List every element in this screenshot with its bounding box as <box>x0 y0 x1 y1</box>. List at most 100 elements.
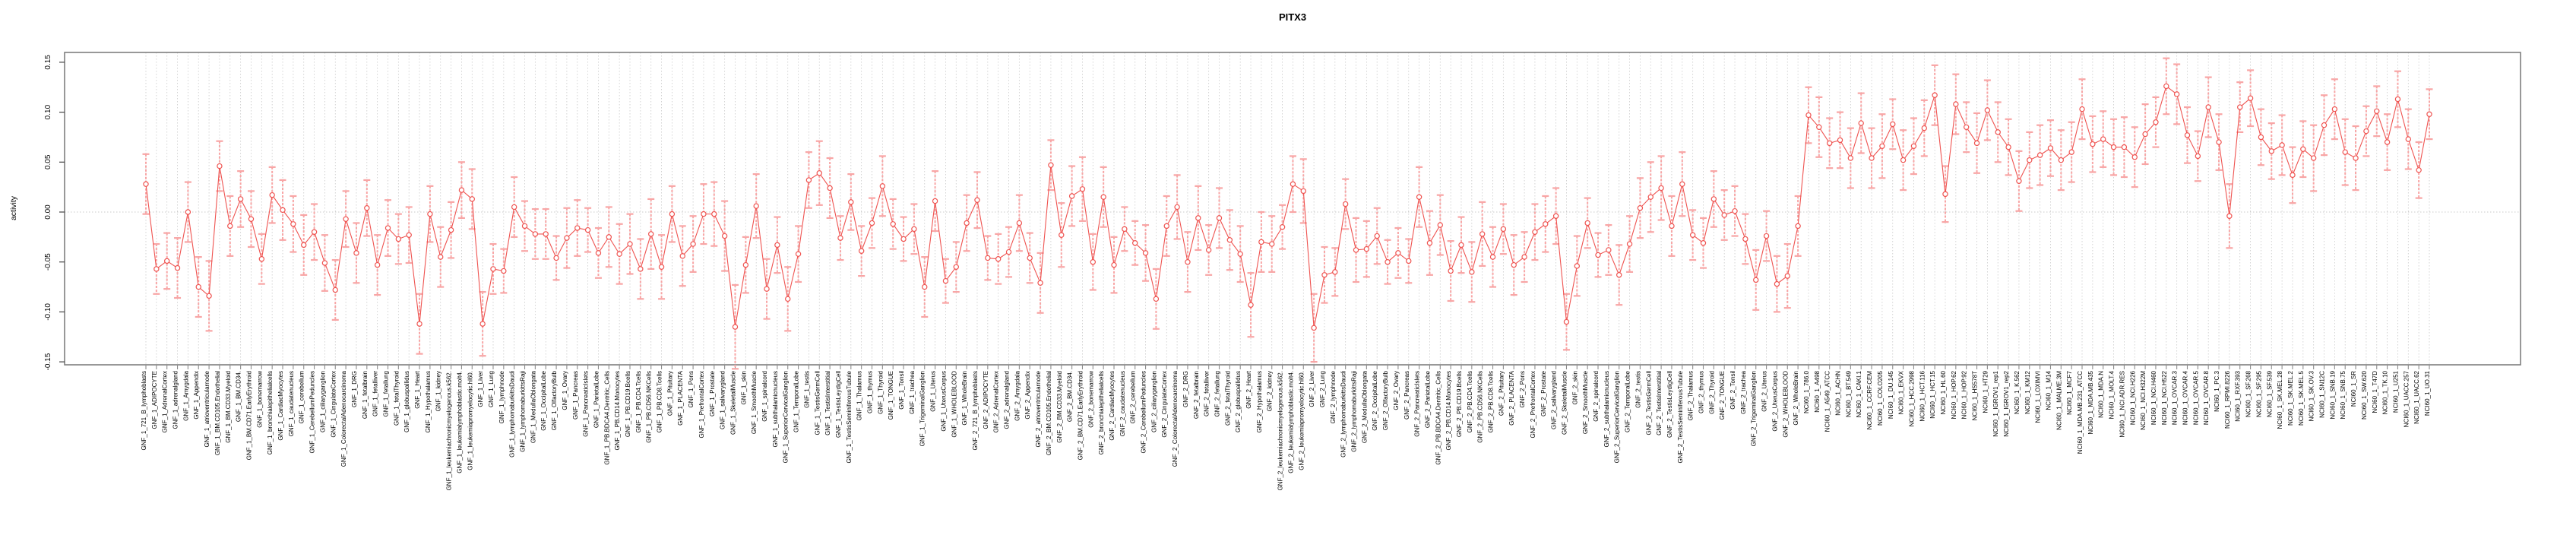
data-point-marker <box>1016 220 1023 226</box>
x-tick-label: NCI60_1_HOP.62 <box>1951 370 1957 419</box>
x-tick-label: GNF_1_721_B_lymphoblasts <box>141 371 147 451</box>
data-point-marker <box>1910 143 1917 149</box>
x-tick-label: GNF_2_thymus <box>1698 371 1704 413</box>
x-tick-label: NCI60_1_SK.MEL.28 <box>2277 370 2283 429</box>
x-tick-label: NCI60_1_HOP.92 <box>1961 370 1968 419</box>
x-tick-label: GNF_2_PB.CD19.Bcells <box>1456 371 1463 437</box>
x-tick-label: GNF_1_lymphnode <box>498 370 505 423</box>
x-tick-label: GNF_1_Ovary <box>562 371 568 410</box>
x-tick-label: GNF_2_caudatenucleus <box>1119 371 1126 436</box>
data-point-marker <box>511 204 517 211</box>
x-tick-label: GNF_1_TemporalLobe <box>793 370 800 432</box>
data-point-marker <box>1543 221 1549 227</box>
x-tick-label: GNF_1_CerebellumPeduncles <box>309 371 316 454</box>
data-point-marker <box>195 283 201 290</box>
x-tick-label: GNF_2_DRG <box>1182 371 1189 407</box>
x-tick-label: NCI60_1_CAKI.1 <box>1856 370 1862 417</box>
data-point-marker <box>1837 137 1843 144</box>
data-point-marker <box>1921 125 1927 131</box>
x-tick-label: NCI60_1_NCI.H460 <box>2150 370 2157 425</box>
x-tick-label: GNF_1_PancreaticIslets <box>583 371 590 437</box>
x-tick-label: GNF_2_kidney <box>1267 371 1274 411</box>
x-tick-label: NCI60_1_IGROV1_rep2 <box>2003 370 2010 436</box>
x-tick-label: GNF_2_ciliaryganglion <box>1150 371 1157 432</box>
data-point-marker <box>606 234 612 240</box>
x-tick-label: NCI60_1_A498 <box>1814 370 1821 412</box>
x-tick-label: GNF_2_PancreaticIslets <box>1414 371 1421 437</box>
data-point-marker <box>995 256 1002 262</box>
data-point-marker <box>1122 226 1128 233</box>
data-point-marker <box>311 229 318 235</box>
data-point-marker <box>2163 83 2169 90</box>
data-point-marker <box>543 231 549 237</box>
x-tick-label: NCI60_1_HCT.116 <box>1919 370 1926 421</box>
x-tick-label: GNF_2_Pancreas <box>1404 371 1410 420</box>
x-tick-label: NCI60_1_RPMI.8226 <box>2224 370 2231 429</box>
data-point-marker <box>1721 212 1727 218</box>
data-point-marker <box>2363 128 2369 135</box>
data-point-marker <box>2258 134 2264 141</box>
data-point-marker <box>1037 280 1043 286</box>
x-tick-label: GNF_2_TestisLeydigCell <box>1666 371 1673 438</box>
x-tick-label: NCI60_1_HCC.2998 <box>1908 370 1915 426</box>
data-point-marker <box>217 163 223 169</box>
data-point-marker <box>816 170 822 176</box>
x-tick-label: GNF_1_TONGUE <box>888 371 894 420</box>
data-point-marker <box>416 321 422 327</box>
x-tick-label: NCI60_1_U251 <box>2392 370 2399 413</box>
data-point-marker <box>1984 107 1991 113</box>
data-point-marker <box>2027 157 2033 163</box>
x-tick-label: GNF_2_TestisSeminiferousTubule <box>1677 370 1684 463</box>
data-point-marker <box>1606 247 1612 253</box>
data-point-marker <box>301 242 307 249</box>
data-point-marker <box>1132 240 1138 246</box>
x-tick-label: NCI60_1_RXF.393 <box>2235 370 2242 421</box>
x-tick-label: GNF_1_Thalamus <box>856 371 863 420</box>
data-point-marker <box>1163 223 1169 230</box>
x-tick-label: GNF_1_TestisInterstitial <box>824 371 831 435</box>
x-tick-label: GNF_1_globuspallidus <box>403 371 410 432</box>
data-point-marker <box>1858 120 1864 126</box>
x-tick-label: GNF_1_ADIPOCYTE <box>151 371 158 429</box>
x-tick-label: GNF_1_PB.CD19.Bcells <box>625 371 631 437</box>
data-point-marker <box>2173 91 2180 97</box>
data-point-marker <box>237 196 244 202</box>
data-point-marker <box>2195 153 2201 160</box>
x-tick-label: GNF_2_BM.CD33.Myeloid <box>1056 371 1063 443</box>
data-point-marker <box>1890 121 1896 128</box>
x-tick-label: GNF_2_fetallung <box>1214 371 1220 416</box>
x-tick-label: GNF_2_PB.CD4.Tcells <box>1467 371 1473 432</box>
x-tick-label: GNF_1_AdrenalCortex <box>162 371 169 432</box>
data-point-marker <box>1511 261 1517 268</box>
x-tick-label: GNF_1_bronchialepithelialcells <box>267 371 274 454</box>
data-point-marker <box>711 211 717 217</box>
x-tick-label: GNF_2_salivarygland <box>1551 371 1558 429</box>
data-point-marker <box>1669 223 1675 230</box>
x-tick-label: GNF_1_fetalbrain <box>362 371 369 419</box>
data-point-marker <box>1174 204 1180 211</box>
x-tick-label: NCI60_1_SF.268 <box>2245 370 2252 416</box>
data-point-marker <box>364 205 370 211</box>
data-point-marker <box>1742 236 1748 242</box>
data-point-marker <box>1406 258 1412 264</box>
x-tick-label: GNF_1_CardiacMyocytes <box>277 371 284 441</box>
data-point-marker <box>1311 325 1317 331</box>
x-tick-label: NCI60_1_TK.10 <box>2382 370 2389 414</box>
x-tick-label: GNF_2_PB.CD8.Tcells <box>1488 371 1495 432</box>
data-point-marker <box>1469 269 1475 275</box>
x-tick-label: GNF_2_CerebellumPeduncles <box>1141 371 1147 454</box>
data-point-marker <box>658 264 665 270</box>
x-tick-label: NCI60_1_NCI.ADR.RES <box>2119 371 2125 438</box>
x-tick-label: GNF_2_UterusCorpus <box>1771 371 1778 432</box>
data-point-marker <box>2110 144 2117 150</box>
data-point-marker <box>2184 132 2191 138</box>
data-point-marker <box>1374 233 1380 239</box>
x-tick-label: GNF_1_SuperiorCervicalGanglion <box>783 371 790 463</box>
x-tick-label: NCI60_1_A549_ATCC <box>1824 371 1831 432</box>
x-tick-label: GNF_2_Uterus <box>1761 371 1768 412</box>
data-point-marker <box>785 296 791 302</box>
x-tick-label: GNF_1_Amygdala <box>182 370 189 420</box>
x-tick-label: GNF_2_testis <box>1635 371 1641 408</box>
x-tick-label: GNF_1_TestisGermCell <box>814 371 821 435</box>
